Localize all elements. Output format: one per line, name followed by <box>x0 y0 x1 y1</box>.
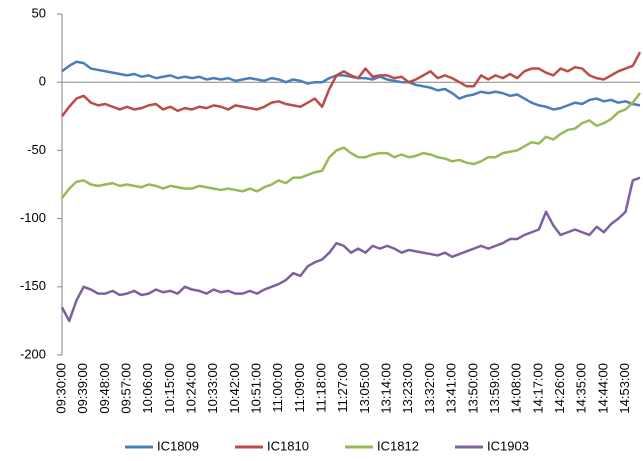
legend-label: IC1812 <box>377 438 419 453</box>
y-tick-label: 50 <box>32 5 46 20</box>
x-tick-label: 10:42:00 <box>227 363 242 414</box>
x-tick-label: 13:41:00 <box>444 363 459 414</box>
x-tick-label: 14:53:00 <box>617 363 632 414</box>
legend-label: IC1810 <box>267 438 309 453</box>
x-tick-label: 10:51:00 <box>249 363 264 414</box>
x-tick-label: 10:24:00 <box>183 363 198 414</box>
x-tick-label: 09:30:00 <box>53 363 68 414</box>
series-line <box>60 176 641 323</box>
x-tick-label: 09:48:00 <box>97 363 112 414</box>
y-tick-label: -100 <box>20 210 46 225</box>
x-tick-label: 09:39:00 <box>75 363 90 414</box>
y-tick-label: -150 <box>20 278 46 293</box>
x-tick-label: 13:14:00 <box>379 363 394 414</box>
x-tick-label: 13:32:00 <box>422 363 437 414</box>
x-tick-label: 11:27:00 <box>335 363 350 413</box>
legend-label: IC1809 <box>157 438 199 453</box>
y-tick-label: -50 <box>27 142 46 157</box>
x-tick-label: 13:50:00 <box>465 363 480 414</box>
x-tick-label: 11:18:00 <box>314 363 329 413</box>
x-tick-label: 10:33:00 <box>205 363 220 414</box>
legend-label: IC1903 <box>487 438 529 453</box>
x-tick-label: 14:17:00 <box>530 363 545 414</box>
x-tick-label: 13:05:00 <box>357 363 372 414</box>
x-tick-label: 14:08:00 <box>509 363 524 414</box>
x-tick-label: 14:26:00 <box>552 363 567 414</box>
series-line <box>61 60 641 111</box>
x-tick-label: 14:35:00 <box>574 363 589 414</box>
x-tick-label: 14:44:00 <box>595 363 610 414</box>
x-tick-label: 13:23:00 <box>400 363 415 414</box>
x-tick-label: 11:09:00 <box>292 363 307 413</box>
x-tick-label: 11:00:00 <box>270 363 285 413</box>
series-line <box>61 51 642 118</box>
x-tick-label: 13:59:00 <box>487 363 502 414</box>
series-line <box>61 92 641 199</box>
x-tick-label: 10:06:00 <box>140 363 155 414</box>
y-tick-label: -200 <box>20 346 46 361</box>
x-tick-label: 10:15:00 <box>162 363 177 414</box>
x-tick-label: 09:57:00 <box>118 363 133 414</box>
y-tick-label: 0 <box>39 74 46 89</box>
